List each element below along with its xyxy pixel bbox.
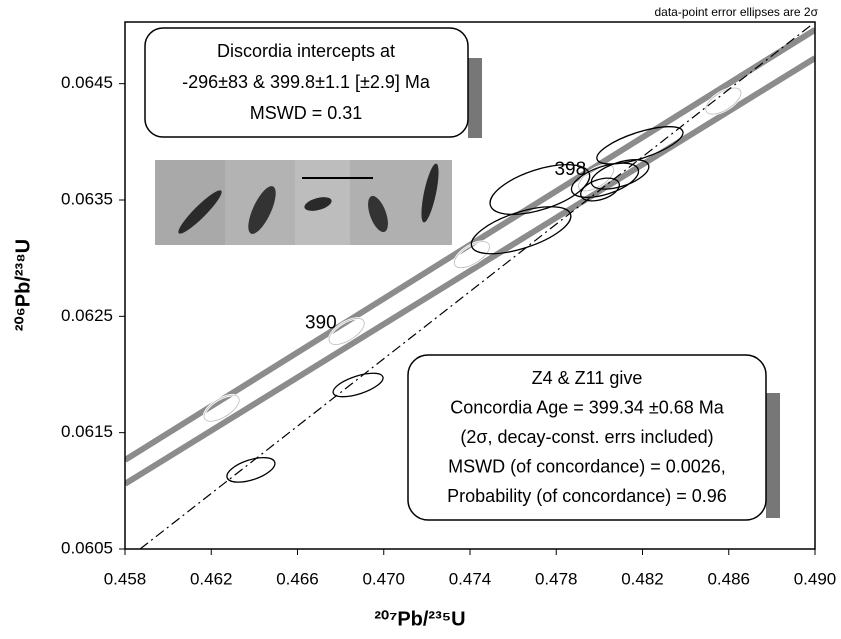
age-tick-outline (203, 394, 240, 422)
x-tick-label: 0.466 (276, 569, 319, 588)
x-tick-label: 0.462 (190, 569, 233, 588)
discordia-box (144, 27, 482, 138)
y-axis-label: ²⁰⁶Pb/²³⁸U (12, 239, 34, 331)
y-tick-label: 0.0625 (61, 306, 113, 325)
x-tick-label: 0.470 (362, 569, 405, 588)
concordia-box-line: Concordia Age = 399.34 ±0.68 Ma (450, 397, 725, 417)
age-tick-outline (705, 87, 742, 115)
error-ellipse (470, 206, 572, 255)
concordia-box (407, 354, 780, 521)
age-tick-outline (328, 317, 365, 345)
x-tick-label: 0.486 (707, 569, 750, 588)
plot-area (125, 25, 815, 549)
error-ellipse (596, 126, 684, 165)
y-tick-label: 0.0635 (61, 189, 113, 208)
concordia-box-line: Z4 & Z11 give (532, 368, 643, 388)
age-label: 398 (554, 159, 586, 180)
y-tick-label: 0.0605 (61, 538, 113, 557)
x-tick-label: 0.458 (104, 569, 147, 588)
x-tick-label: 0.482 (621, 569, 664, 588)
zircon-inset (155, 160, 452, 245)
error-ellipse (590, 159, 650, 190)
error-ellipse (580, 177, 620, 202)
concordia-box-line: Probability (of concordance) = 0.96 (447, 486, 727, 506)
error-ellipse (226, 456, 276, 483)
y-tick-label: 0.0615 (61, 422, 113, 441)
note: data-point error ellipses are 2σ (655, 5, 819, 19)
age-label: 390 (305, 312, 337, 333)
x-tick-label: 0.490 (794, 569, 837, 588)
y-tick-label: 0.0645 (61, 73, 113, 92)
discordia-box-line: Discordia intercepts at (217, 41, 395, 61)
discordia-line (139, 25, 812, 549)
error-ellipse (570, 162, 640, 198)
error-ellipse (489, 163, 591, 216)
discordia-box-line: MSWD = 0.31 (250, 103, 363, 123)
x-tick-label: 0.478 (535, 569, 578, 588)
concordia-box-line: (2σ, decay-const. errs included) (460, 427, 713, 447)
concordia-band-edge (125, 55, 815, 487)
x-tick-label: 0.474 (449, 569, 492, 588)
discordia-box-line: -296±83 & 399.8±1.1 [±2.9] Ma (182, 72, 431, 92)
error-ellipse (332, 372, 384, 398)
x-axis-label: ²⁰⁷Pb/²³⁵U (374, 608, 465, 630)
concordia-box-line: MSWD (of concordance) = 0.0026, (448, 456, 726, 476)
age-tick-outline (453, 241, 490, 269)
